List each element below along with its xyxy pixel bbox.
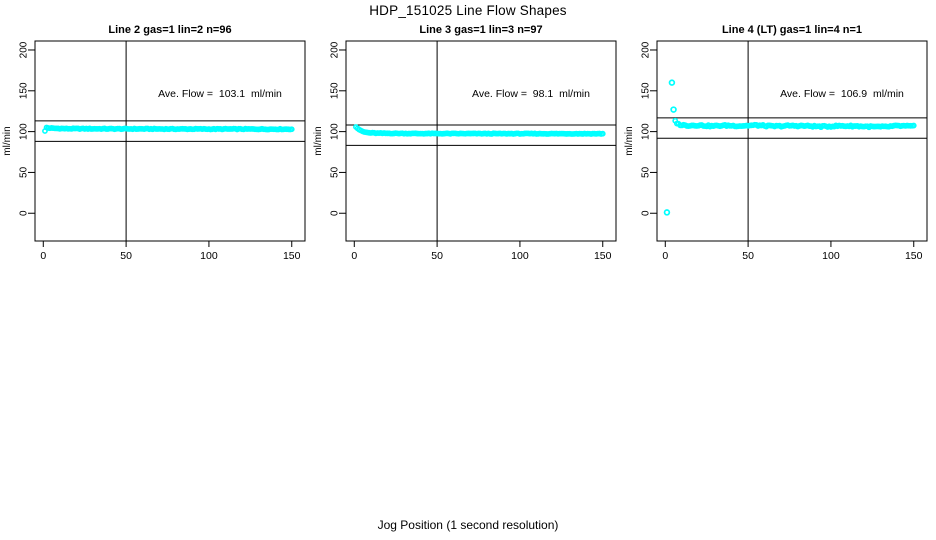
svg-text:50: 50: [431, 250, 443, 262]
plot-area: 0 50 100 150 200 0 50 100 150: [330, 40, 617, 262]
ave-flow-annotation: Ave. Flow = 98.1 ml/min: [472, 88, 590, 100]
svg-text:0: 0: [662, 250, 668, 262]
plot-area: 0 50 100 150 200 0 50 100 150: [19, 40, 306, 262]
x-axis-title: Jog Position (1 second resolution): [377, 518, 559, 532]
ave-flow-annotation: Ave. Flow = 103.1 ml/min: [158, 88, 282, 100]
panel-title: Line 4 (LT) gas=1 lin=4 n=1: [721, 24, 863, 36]
svg-text:0: 0: [19, 210, 30, 216]
svg-text:100: 100: [19, 123, 30, 140]
svg-text:150: 150: [19, 82, 30, 99]
svg-text:100: 100: [822, 250, 840, 262]
svg-text:50: 50: [120, 250, 132, 262]
svg-text:100: 100: [641, 123, 652, 140]
panel-title: Line 3 gas=1 lin=3 n=97: [419, 24, 543, 36]
svg-text:150: 150: [641, 82, 652, 99]
panel-line-4: Line 4 (LT) gas=1 lin=4 n=1 ml/min Ave. …: [622, 0, 934, 270]
svg-text:150: 150: [330, 82, 341, 99]
svg-text:200: 200: [330, 41, 341, 58]
svg-text:0: 0: [330, 210, 341, 216]
chart-title: HDP_151025 Line Flow Shapes: [369, 3, 567, 18]
plot-area: 0 50 100 150 200 0 50 100 150: [641, 40, 928, 262]
panel-line-2: Line 2 gas=1 lin=2 n=96 ml/min Ave. Flow…: [0, 0, 312, 270]
svg-text:200: 200: [641, 41, 652, 58]
svg-text:50: 50: [641, 166, 652, 178]
svg-text:0: 0: [40, 250, 46, 262]
svg-text:50: 50: [19, 166, 30, 178]
svg-text:100: 100: [200, 250, 218, 262]
svg-text:150: 150: [905, 250, 923, 262]
panel-line-3: Line 3 gas=1 lin=3 n=97 ml/min Ave. Flow…: [311, 0, 623, 270]
svg-text:200: 200: [19, 41, 30, 58]
svg-text:0: 0: [351, 250, 357, 262]
svg-text:100: 100: [511, 250, 529, 262]
svg-text:50: 50: [742, 250, 754, 262]
svg-text:0: 0: [641, 210, 652, 216]
ave-flow-annotation: Ave. Flow = 106.9 ml/min: [780, 88, 904, 100]
svg-text:50: 50: [330, 166, 341, 178]
svg-text:100: 100: [330, 123, 341, 140]
svg-text:150: 150: [594, 250, 612, 262]
svg-text:150: 150: [283, 250, 301, 262]
panel-title: Line 2 gas=1 lin=2 n=96: [108, 24, 232, 36]
